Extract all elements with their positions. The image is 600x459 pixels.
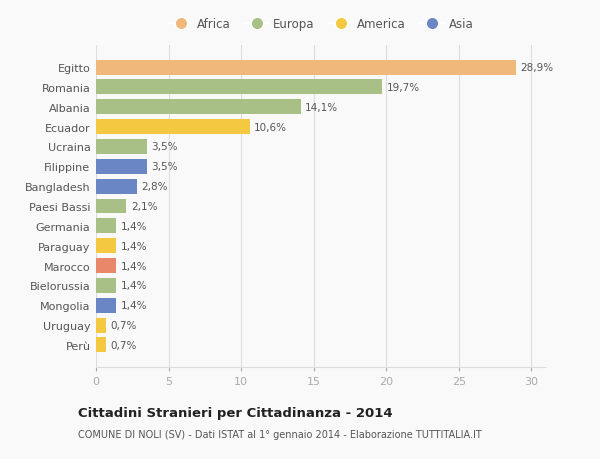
Bar [96,120,250,135]
Text: 28,9%: 28,9% [520,63,553,73]
Text: 19,7%: 19,7% [386,83,419,93]
Bar [96,258,116,274]
Text: 0,7%: 0,7% [110,320,137,330]
Text: 3,5%: 3,5% [151,162,178,172]
Bar [96,278,116,293]
Bar [96,199,127,214]
Text: 1,4%: 1,4% [121,301,147,311]
Text: 1,4%: 1,4% [121,281,147,291]
Text: 2,8%: 2,8% [141,182,167,192]
Bar [96,239,116,253]
Text: 1,4%: 1,4% [121,261,147,271]
Bar [96,219,116,234]
Bar [96,179,137,194]
Text: 1,4%: 1,4% [121,241,147,251]
Bar [96,160,147,174]
Bar [96,338,106,353]
Bar [96,100,301,115]
Bar [96,318,106,333]
Text: Cittadini Stranieri per Cittadinanza - 2014: Cittadini Stranieri per Cittadinanza - 2… [78,406,392,419]
Bar [96,61,515,75]
Legend: Africa, Europa, America, Asia: Africa, Europa, America, Asia [164,13,478,36]
Bar [96,80,382,95]
Text: 0,7%: 0,7% [110,340,137,350]
Text: 1,4%: 1,4% [121,221,147,231]
Text: 2,1%: 2,1% [131,202,157,212]
Bar [96,140,147,155]
Text: 10,6%: 10,6% [254,123,287,132]
Bar [96,298,116,313]
Text: 3,5%: 3,5% [151,142,178,152]
Text: 14,1%: 14,1% [305,102,338,112]
Text: COMUNE DI NOLI (SV) - Dati ISTAT al 1° gennaio 2014 - Elaborazione TUTTITALIA.IT: COMUNE DI NOLI (SV) - Dati ISTAT al 1° g… [78,429,482,439]
